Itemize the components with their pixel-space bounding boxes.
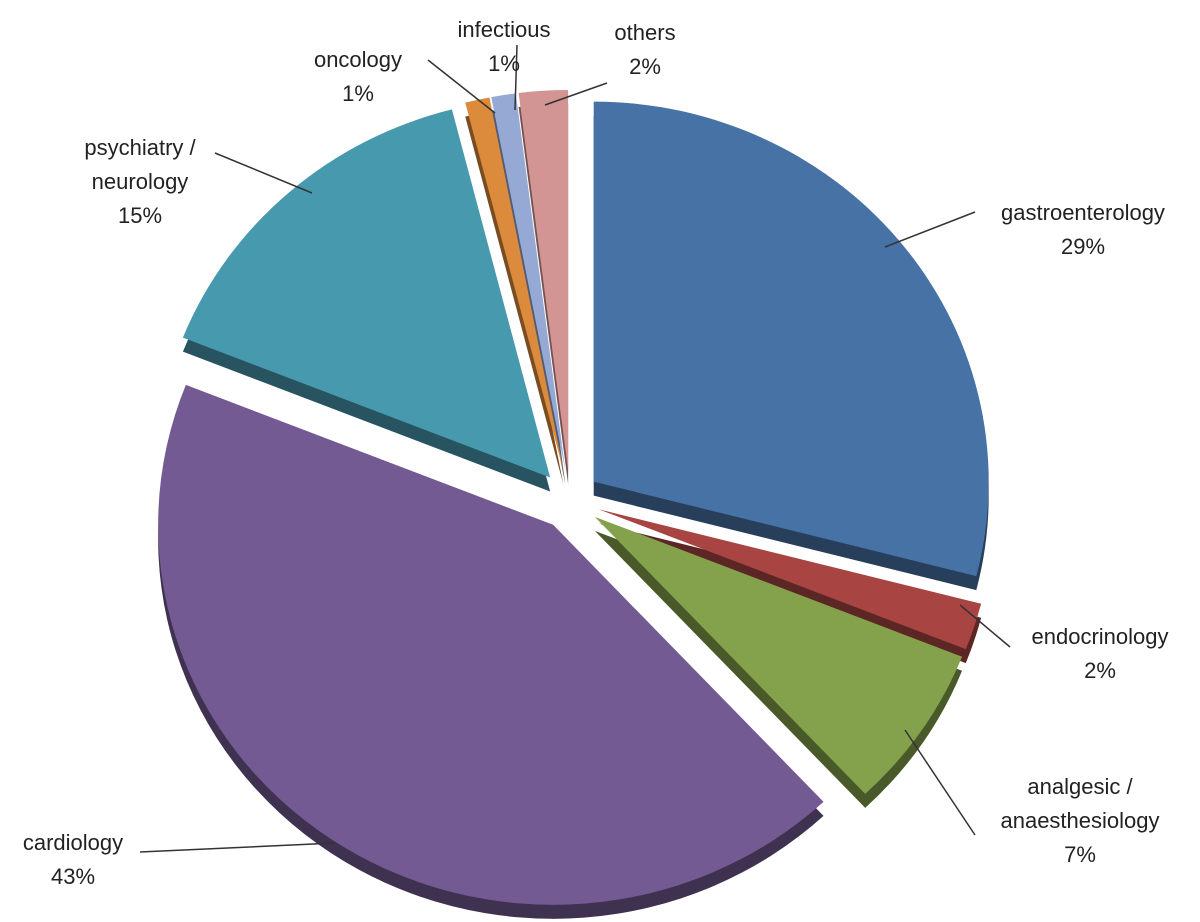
value-label: 1% [488,51,520,76]
slice-label: gastroenterology 29% [963,196,1200,264]
slice-label: endocrinology 2% [1000,620,1200,688]
leader-line [959,604,1011,648]
slice-side [465,111,564,485]
value-label: 1% [342,81,374,106]
category-label: psychiatry / neurology [84,135,196,194]
leader-line [884,211,976,248]
slice-label: psychiatry / neurology 15% [60,131,220,233]
category-label: others [614,20,676,45]
slice [594,516,963,794]
slice-label: analgesic / anaesthesiology 7% [980,770,1180,872]
slice-label: oncology 1% [293,43,423,111]
value-label: 7% [1064,842,1096,867]
slice [182,109,551,478]
leader-line [139,842,336,853]
slice [158,384,824,905]
slice-label: others 2% [585,16,705,84]
slice [598,509,982,650]
slice-label: cardiology 43% [3,826,143,894]
value-label: 15% [117,203,163,228]
leader-line [514,44,518,111]
category-label: endocrinology [1031,624,1169,649]
value-label: 43% [50,864,96,889]
leader-line [544,82,608,106]
slice-label: infectious 1% [439,13,569,81]
category-label: analgesic / anaesthesiology [1000,774,1160,833]
leader-line [904,729,976,836]
slice [518,90,569,471]
category-label: gastroenterology [1001,200,1165,225]
slice [593,101,989,577]
leader-line [427,59,496,114]
value-label: 29% [1060,234,1106,259]
category-label: cardiology [22,830,124,855]
value-label: 2% [1084,658,1116,683]
category-label: infectious [457,17,551,42]
slice [491,93,566,471]
slice [465,97,564,471]
category-label: oncology [313,47,403,72]
value-label: 2% [629,54,661,79]
leader-line [214,152,313,194]
